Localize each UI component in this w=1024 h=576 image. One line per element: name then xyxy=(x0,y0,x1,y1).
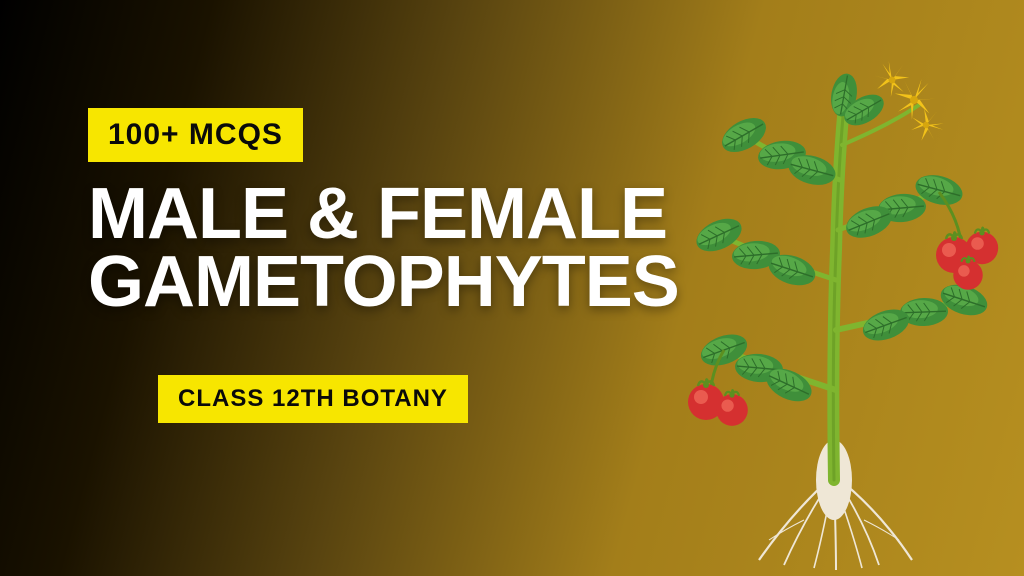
roots-icon xyxy=(759,440,912,570)
thumbnail-canvas: 100+ MCQS MALE & FEMALE GAMETOPHYTES CLA… xyxy=(0,0,1024,576)
leaves-icon xyxy=(691,72,991,408)
mcq-count-badge: 100+ MCQS xyxy=(88,108,303,162)
class-subject-badge: CLASS 12TH BOTANY xyxy=(158,375,468,423)
main-title: MALE & FEMALE GAMETOPHYTES xyxy=(88,180,679,317)
tomato-plant-illustration xyxy=(664,50,1004,570)
tomatoes-icon xyxy=(688,192,998,426)
flowers-icon xyxy=(870,57,945,143)
title-line-1: MALE & FEMALE xyxy=(88,180,679,248)
title-line-2: GAMETOPHYTES xyxy=(88,248,679,316)
stem-icon xyxy=(833,105,844,480)
